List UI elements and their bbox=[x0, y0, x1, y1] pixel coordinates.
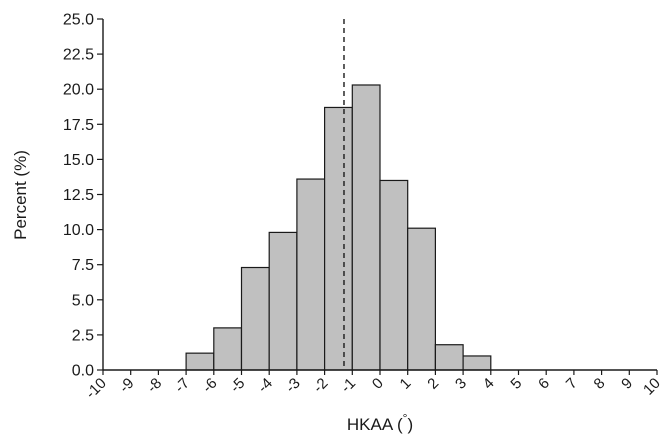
x-tick-label: 1 bbox=[397, 375, 415, 393]
x-tick-label: -8 bbox=[144, 375, 165, 396]
histogram-bar bbox=[214, 328, 242, 370]
y-tick-label: 7.5 bbox=[72, 257, 94, 274]
x-tick-label: -2 bbox=[310, 375, 331, 396]
y-tick-label: 22.5 bbox=[63, 47, 94, 64]
histogram-bar bbox=[463, 356, 491, 370]
x-tick-label: -6 bbox=[199, 375, 220, 396]
x-tick-label: 10 bbox=[640, 375, 664, 399]
x-tick-label: 0 bbox=[369, 375, 387, 393]
x-tick-label: 6 bbox=[535, 375, 553, 393]
y-tick-label: 15.0 bbox=[63, 152, 94, 169]
x-tick-label: 2 bbox=[424, 375, 442, 393]
x-tick-label: 8 bbox=[591, 375, 609, 393]
histogram-bar bbox=[297, 179, 325, 370]
histogram-bar bbox=[380, 180, 408, 370]
x-tick-label: 3 bbox=[452, 375, 470, 393]
x-tick-label: 7 bbox=[563, 375, 581, 393]
histogram-bar bbox=[186, 353, 214, 370]
histogram-bar bbox=[269, 232, 297, 370]
x-axis: -10 -9 -8 -7 -6 -5 -4 -3 -2 -1 0 1 2 3 4 5 6 7 8 9 10 bbox=[82, 370, 663, 402]
x-axis-label: HKAA (°) bbox=[347, 411, 413, 434]
y-tick-label: 25.0 bbox=[63, 12, 94, 29]
y-tick-label: 17.5 bbox=[63, 117, 94, 134]
histogram-bar bbox=[242, 268, 270, 370]
x-tick-label: -5 bbox=[227, 375, 248, 396]
y-axis: 0.0 2.5 5.0 7.5 10.0 12.5 15.0 17.5 20.0 22.5 25.0 bbox=[63, 12, 103, 380]
x-tick-label: -1 bbox=[338, 375, 359, 396]
bars-group bbox=[186, 85, 491, 370]
histogram-bar bbox=[435, 345, 463, 370]
x-tick-label: -4 bbox=[255, 375, 276, 396]
x-tick-label: -3 bbox=[282, 375, 303, 396]
histogram-bar bbox=[325, 107, 353, 370]
x-tick-label: 4 bbox=[480, 375, 498, 393]
histogram-bar bbox=[352, 85, 380, 370]
y-tick-label: 10.0 bbox=[63, 222, 94, 239]
histogram-bar bbox=[408, 228, 436, 370]
x-tick-label: 5 bbox=[507, 375, 525, 393]
y-axis-label: Percent (%) bbox=[11, 150, 30, 240]
x-tick-label: -9 bbox=[116, 375, 137, 396]
x-tick-label: -7 bbox=[171, 375, 192, 396]
x-axis-label-close: ) bbox=[407, 415, 413, 434]
x-tick-label: 9 bbox=[618, 375, 636, 393]
x-axis-label-text: HKAA ( bbox=[347, 415, 403, 434]
y-tick-label: 2.5 bbox=[72, 327, 94, 344]
y-tick-label: 20.0 bbox=[63, 82, 94, 99]
y-tick-label: 0.0 bbox=[72, 363, 94, 380]
y-tick-label: 5.0 bbox=[72, 292, 94, 309]
y-tick-label: 12.5 bbox=[63, 187, 94, 204]
